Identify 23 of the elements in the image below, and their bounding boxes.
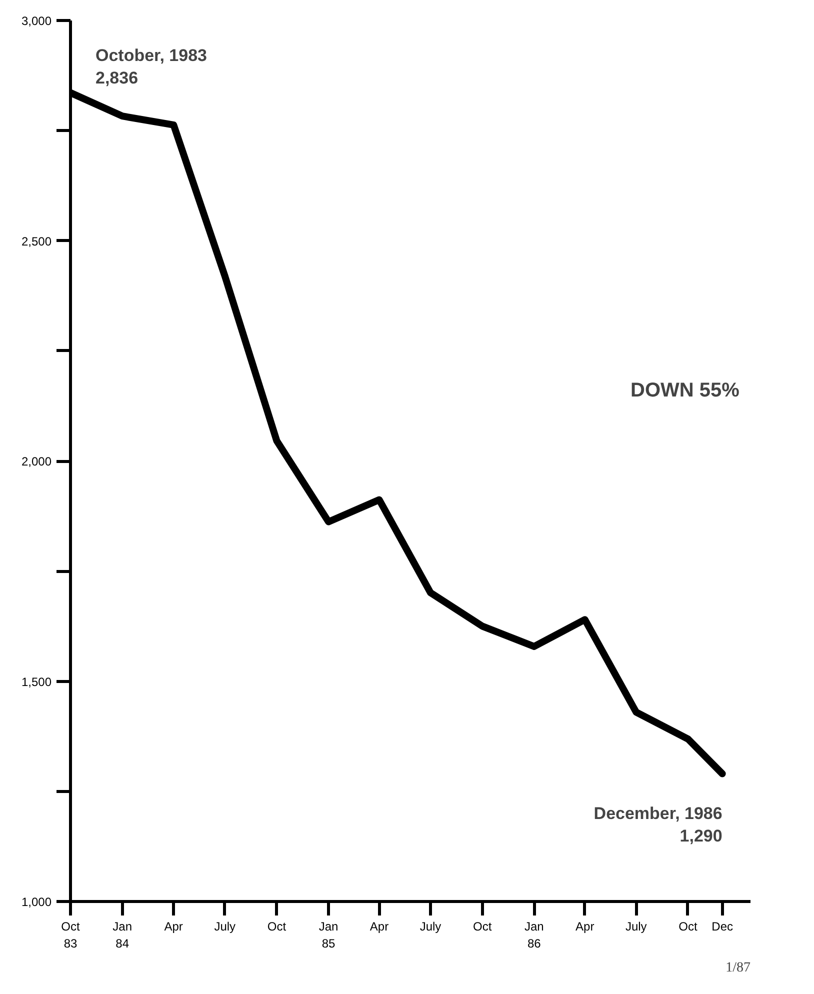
x-tick-label: Dec <box>712 920 734 934</box>
x-tick-label: Oct 83 <box>61 920 80 950</box>
annotation: October, 1983 2,836 <box>96 46 208 88</box>
x-tick-label: Apr <box>576 920 594 934</box>
text: 1/87 <box>726 960 750 976</box>
x-tick-label: July <box>625 920 647 934</box>
x-tick-label: Apr <box>164 920 183 934</box>
y-tick-label: 2,000 <box>21 454 52 468</box>
annotation: December, 1986 1,290 <box>594 804 722 846</box>
x-tick-label: Jan 86 <box>524 920 544 950</box>
x-tick-label: July <box>420 920 442 934</box>
y-tick-label: 2,500 <box>21 234 52 248</box>
annotation: DOWN 55% <box>630 380 740 402</box>
x-tick-label: Oct <box>678 920 698 934</box>
y-tick-label: 1,500 <box>21 674 52 689</box>
x-tick-label: July <box>214 920 236 934</box>
y-tick-label: 3,000 <box>21 14 52 28</box>
x-tick-label: Oct <box>472 920 492 934</box>
x-tick-label: Oct <box>267 920 287 934</box>
x-tick-label: Jan 84 <box>112 920 132 950</box>
x-tick-label: Jan 85 <box>318 920 338 950</box>
x-tick-label: Apr <box>370 920 389 934</box>
y-tick-label: 1,000 <box>21 895 52 909</box>
